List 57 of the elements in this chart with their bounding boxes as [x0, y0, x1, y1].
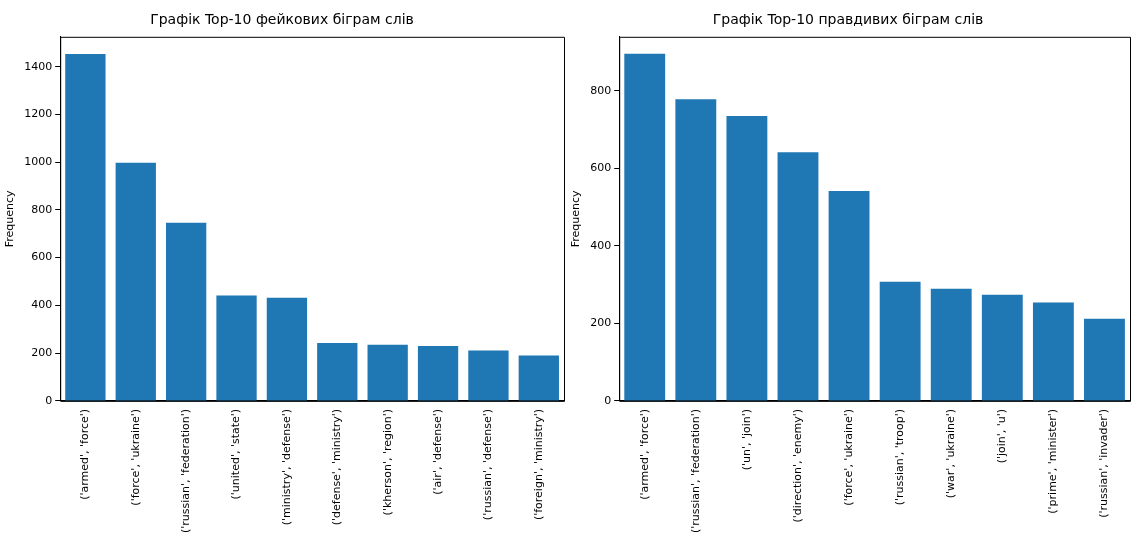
bar: [468, 350, 509, 401]
x-tick-label: ('russian', 'defense'): [481, 408, 495, 521]
x-tick-label: ('russian', 'federation'): [179, 408, 192, 533]
x-tick-label: ('russian', 'troop'): [893, 408, 906, 506]
bar: [1032, 302, 1074, 401]
y-tick-label: 0: [45, 393, 53, 407]
bar: [367, 344, 408, 401]
x-tick-label: ('defense', 'ministry'): [330, 408, 344, 526]
y-axis-title: Frequency: [569, 189, 583, 248]
y-tick-label: 600: [590, 161, 612, 175]
x-tick-label: ('prime', 'minister'): [1046, 408, 1060, 514]
y-tick-label: 800: [590, 83, 612, 97]
bar: [777, 152, 819, 401]
x-tick-label: ('force', 'ukraine'): [841, 408, 855, 506]
x-tick-label: ('armed', 'force'): [78, 408, 92, 500]
bar: [828, 191, 870, 401]
y-tick-label: 1000: [24, 155, 53, 168]
x-tick-label: ('kherson', 'region'): [380, 408, 394, 516]
x-tick-label: ('ministry', 'defense'): [279, 408, 293, 526]
x-tick-label: ('war', 'ukraine'): [944, 408, 958, 499]
x-tick-label: ('russian', 'federation'): [688, 408, 702, 533]
y-axis-title: Frequency: [3, 189, 17, 248]
bar: [726, 115, 768, 401]
x-tick-label: ('direction', 'enemy'): [790, 408, 804, 523]
bar: [417, 345, 459, 401]
y-tick-label: 200: [31, 345, 53, 359]
bar: [675, 99, 717, 401]
x-tick-label: ('foreign', 'ministry'): [531, 408, 545, 521]
y-tick-label: 400: [31, 298, 53, 312]
chart-title: Графік Top-10 фейкових біграм слів: [150, 11, 414, 28]
y-tick-label: 200: [590, 316, 612, 330]
bar: [624, 53, 666, 401]
bar: [518, 355, 559, 401]
x-tick-label: ('force', 'ukraine'): [128, 408, 142, 506]
bar: [1084, 318, 1125, 401]
x-tick-label: ('armed', 'force'): [637, 408, 651, 500]
bar: [115, 162, 156, 401]
y-tick-label: 0: [604, 393, 612, 407]
bar: [266, 297, 308, 401]
x-tick-label: ('russian', 'invader'): [1097, 408, 1111, 518]
bar: [981, 294, 1023, 401]
y-tick-label: 1400: [24, 59, 53, 73]
y-tick-label: 1200: [24, 107, 53, 121]
x-tick-label: ('join', 'u'): [995, 408, 1009, 464]
bar: [879, 281, 921, 401]
bar: [930, 288, 972, 401]
x-tick-label: ('air', 'defense'): [430, 408, 444, 495]
x-tick-label: ('un', 'join'): [739, 408, 753, 471]
chart-title: Графік Top-10 правдивих біграм слів: [712, 11, 984, 28]
y-tick-label: 600: [31, 250, 53, 264]
bar: [317, 343, 358, 401]
y-tick-label: 400: [590, 238, 612, 252]
bar: [216, 295, 257, 401]
y-tick-label: 800: [31, 202, 53, 216]
x-tick-label: ('united', 'state'): [229, 408, 243, 500]
bar: [165, 222, 207, 401]
bar: [65, 53, 106, 401]
